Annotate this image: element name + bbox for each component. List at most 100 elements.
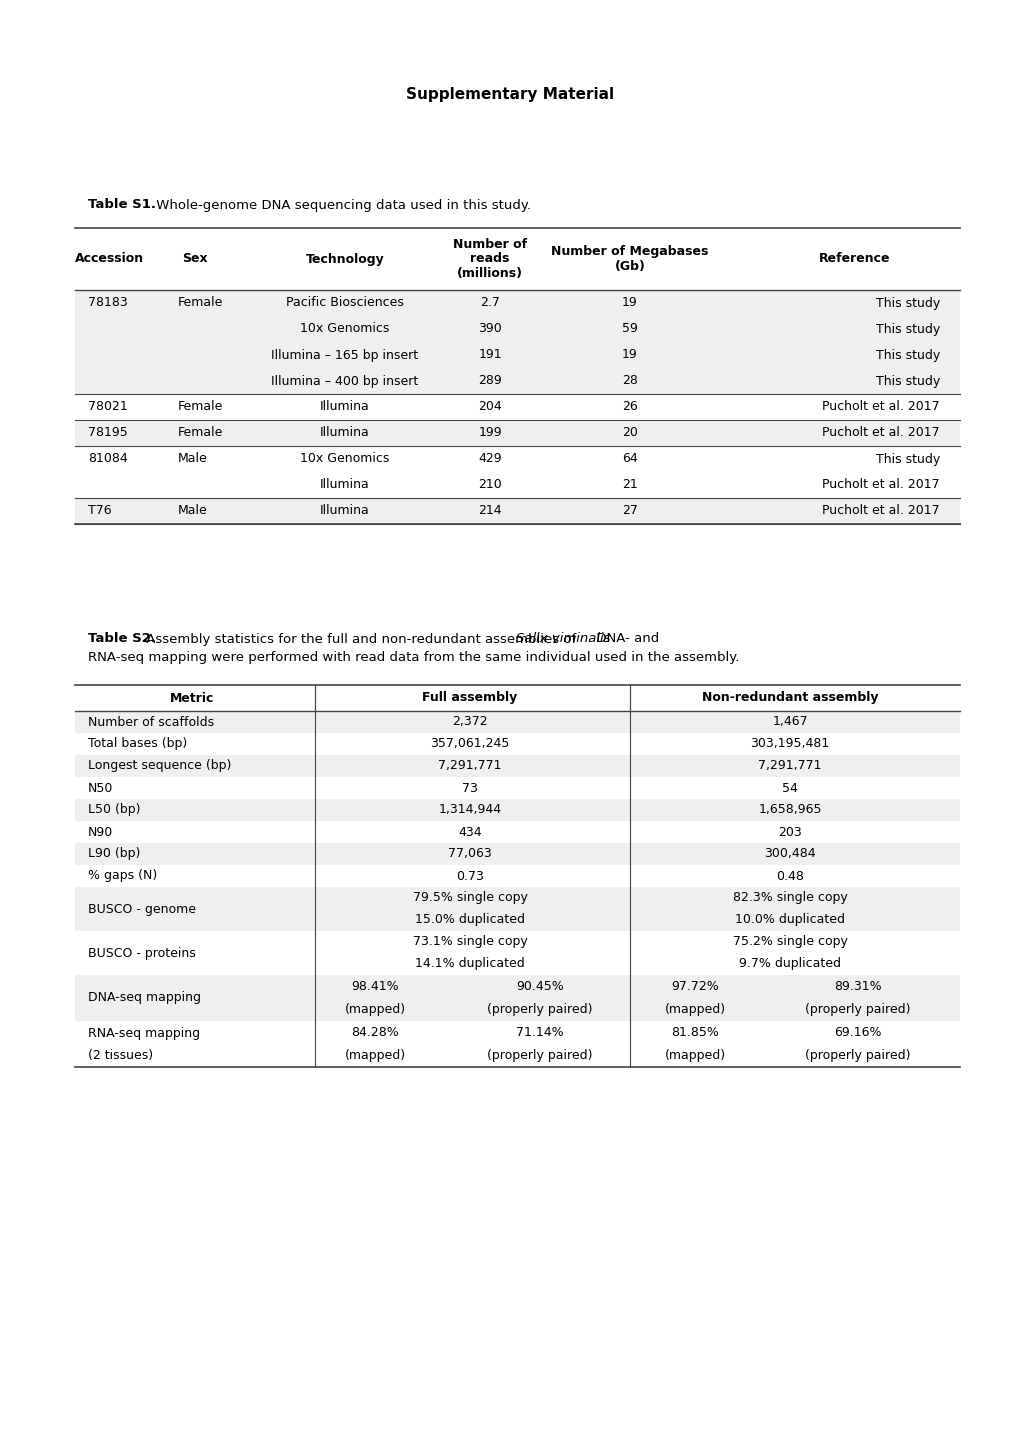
Text: This study: This study [875, 296, 940, 309]
Text: 0.48: 0.48 [775, 870, 803, 883]
Text: T76: T76 [88, 505, 111, 518]
Text: 20: 20 [622, 427, 637, 440]
Text: N50: N50 [88, 782, 113, 795]
Text: Non-redundant assembly: Non-redundant assembly [701, 691, 877, 704]
Bar [75, 843, 959, 864]
Text: Pucholt et al. 2017: Pucholt et al. 2017 [821, 401, 940, 414]
Text: DNA-seq mapping: DNA-seq mapping [88, 991, 201, 1004]
Text: 15.0% duplicated: 15.0% duplicated [415, 913, 525, 926]
Text: 1,658,965: 1,658,965 [757, 804, 821, 817]
Text: 21: 21 [622, 479, 637, 492]
Text: (properly paired): (properly paired) [804, 1049, 910, 1062]
Text: 27: 27 [622, 505, 637, 518]
Text: 10x Genomics: 10x Genomics [300, 453, 389, 466]
Text: . DNA- and: . DNA- and [587, 632, 658, 645]
Text: 81.85%: 81.85% [671, 1026, 718, 1039]
Text: 7,291,771: 7,291,771 [757, 759, 821, 772]
Text: 14.1% duplicated: 14.1% duplicated [415, 958, 525, 971]
Text: Illumina: Illumina [320, 505, 370, 518]
Text: 303,195,481: 303,195,481 [750, 737, 828, 750]
Text: 0.73: 0.73 [455, 870, 483, 883]
Text: 97.72%: 97.72% [671, 980, 718, 993]
Text: 73: 73 [462, 782, 478, 795]
Text: Longest sequence (bp): Longest sequence (bp) [88, 759, 231, 772]
Text: (mapped): (mapped) [663, 1049, 725, 1062]
Text: 1,314,944: 1,314,944 [438, 804, 501, 817]
Text: 9.7% duplicated: 9.7% duplicated [739, 958, 841, 971]
Bar [75, 975, 959, 1022]
Text: (mapped): (mapped) [344, 1049, 406, 1062]
Text: 210: 210 [478, 479, 501, 492]
Text: (properly paired): (properly paired) [804, 1003, 910, 1016]
Text: (properly paired): (properly paired) [487, 1003, 592, 1016]
Bar [75, 755, 959, 776]
Bar [75, 498, 959, 524]
Text: 82.3% single copy: 82.3% single copy [732, 892, 847, 905]
Text: Accession: Accession [75, 253, 145, 266]
Text: L90 (bp): L90 (bp) [88, 847, 141, 860]
Text: 90.45%: 90.45% [516, 980, 564, 993]
Text: 191: 191 [478, 349, 501, 362]
Text: BUSCO - genome: BUSCO - genome [88, 902, 196, 915]
Text: 54: 54 [782, 782, 797, 795]
Text: Technology: Technology [306, 253, 384, 266]
Text: 204: 204 [478, 401, 501, 414]
Text: Pucholt et al. 2017: Pucholt et al. 2017 [821, 427, 940, 440]
Text: 98.41%: 98.41% [351, 980, 398, 993]
Text: Female: Female [178, 401, 223, 414]
Bar [75, 887, 959, 931]
Text: Male: Male [178, 453, 208, 466]
Text: This study: This study [875, 349, 940, 362]
Text: 78021: 78021 [88, 401, 127, 414]
Bar [75, 799, 959, 821]
Text: This study: This study [875, 375, 940, 388]
Text: 78183: 78183 [88, 296, 127, 309]
Text: Male: Male [178, 505, 208, 518]
Text: 1,467: 1,467 [771, 716, 807, 729]
Text: 77,063: 77,063 [447, 847, 491, 860]
Text: 19: 19 [622, 296, 637, 309]
Text: Illumina: Illumina [320, 401, 370, 414]
Text: Pucholt et al. 2017: Pucholt et al. 2017 [821, 479, 940, 492]
Bar [75, 368, 959, 394]
Text: 203: 203 [777, 825, 801, 838]
Text: % gaps (N): % gaps (N) [88, 870, 157, 883]
Text: 357,061,245: 357,061,245 [430, 737, 510, 750]
Text: 2.7: 2.7 [480, 296, 499, 309]
Text: Metric: Metric [169, 691, 214, 704]
Text: 7,291,771: 7,291,771 [438, 759, 501, 772]
Text: 199: 199 [478, 427, 501, 440]
Text: Table S1.: Table S1. [88, 199, 156, 212]
Text: 78195: 78195 [88, 427, 127, 440]
Text: BUSCO - proteins: BUSCO - proteins [88, 947, 196, 960]
Text: 64: 64 [622, 453, 637, 466]
Text: 73.1% single copy: 73.1% single copy [413, 935, 527, 948]
Text: 2,372: 2,372 [451, 716, 487, 729]
Text: Illumina: Illumina [320, 427, 370, 440]
Text: Pacific Biosciences: Pacific Biosciences [285, 296, 404, 309]
Text: Full assembly: Full assembly [422, 691, 517, 704]
Text: 59: 59 [622, 322, 637, 336]
Text: Female: Female [178, 427, 223, 440]
Text: 390: 390 [478, 322, 501, 336]
Text: 429: 429 [478, 453, 501, 466]
Bar [75, 420, 959, 446]
Text: Pucholt et al. 2017: Pucholt et al. 2017 [821, 505, 940, 518]
Text: Whole-genome DNA sequencing data used in this study.: Whole-genome DNA sequencing data used in… [152, 199, 531, 212]
Text: Number of Megabases
(Gb): Number of Megabases (Gb) [551, 245, 708, 273]
Text: 19: 19 [622, 349, 637, 362]
Text: N90: N90 [88, 825, 113, 838]
Text: Number of scaffolds: Number of scaffolds [88, 716, 214, 729]
Text: Total bases (bp): Total bases (bp) [88, 737, 187, 750]
Text: 214: 214 [478, 505, 501, 518]
Bar [75, 290, 959, 316]
Text: Assembly statistics for the full and non-redundant assemblies of: Assembly statistics for the full and non… [142, 632, 580, 645]
Text: This study: This study [875, 322, 940, 336]
Text: Salix viminalis: Salix viminalis [516, 632, 610, 645]
Text: RNA-seq mapping: RNA-seq mapping [88, 1026, 200, 1039]
Text: 79.5% single copy: 79.5% single copy [412, 892, 527, 905]
Bar [75, 342, 959, 368]
Text: 10x Genomics: 10x Genomics [300, 322, 389, 336]
Text: Illumina – 165 bp insert: Illumina – 165 bp insert [271, 349, 418, 362]
Text: Number of
reads
(millions): Number of reads (millions) [452, 238, 527, 280]
